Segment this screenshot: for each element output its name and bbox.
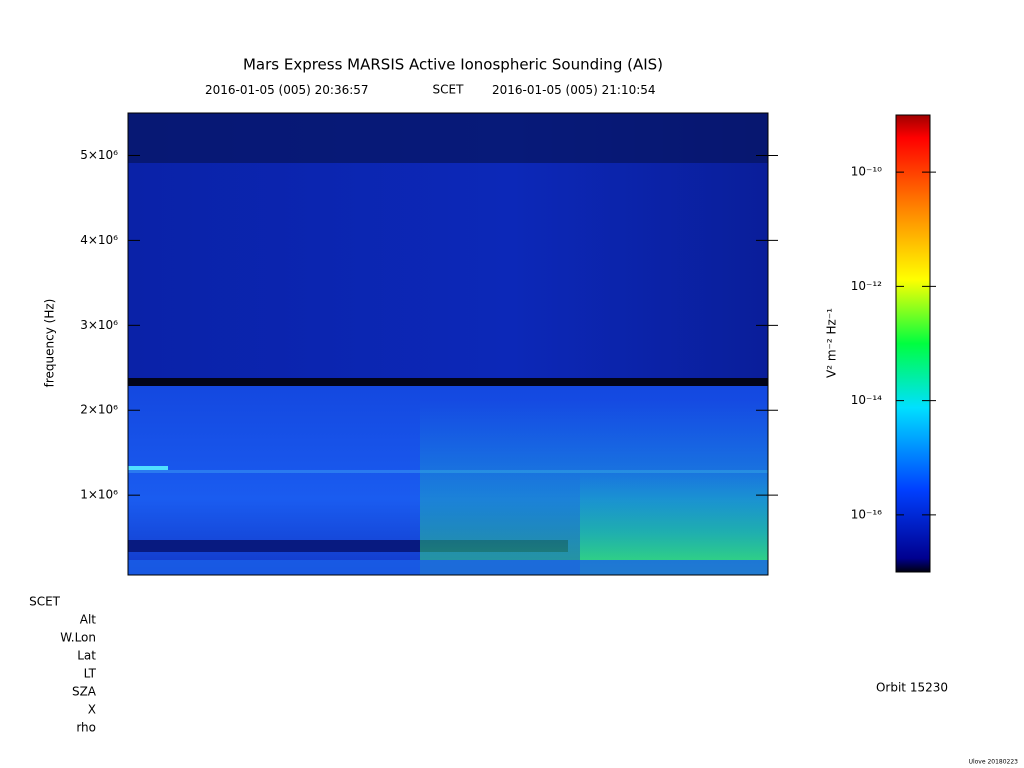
colorbar-tick-label: 10⁻¹²: [851, 279, 882, 293]
row-label: SCET: [29, 595, 61, 609]
start-date: 2016-01-05 (005): [205, 83, 311, 97]
y-tick-label: 3×10⁶: [80, 318, 118, 332]
end-clock: 21:10:54: [602, 83, 656, 97]
bottom-band: [128, 560, 768, 575]
colorbar: [895, 114, 931, 573]
row-label: X: [88, 703, 96, 717]
chart-title: Mars Express MARSIS Active Ionospheric S…: [243, 56, 663, 74]
y-tick-label: 2×10⁶: [80, 403, 118, 417]
end-time: 2016-01-05 (005) 21:10:54: [492, 83, 656, 97]
top-dark: [128, 113, 768, 163]
credit: Ulove 20180223: [969, 759, 1019, 766]
y-tick-label: 5×10⁶: [80, 148, 118, 162]
plot-frame: [127, 112, 769, 576]
start-clock: 20:36:57: [315, 83, 369, 97]
spectrogram: [128, 113, 768, 575]
bright-line: [128, 466, 168, 471]
time-system: SCET: [433, 83, 465, 97]
colorbar-tick-label: 10⁻¹⁰: [851, 165, 882, 179]
row-label: rho: [76, 721, 96, 735]
plot-border: [127, 112, 769, 576]
emission: [580, 470, 768, 575]
end-date: 2016-01-05 (005): [492, 83, 598, 97]
row-label: SZA: [72, 685, 97, 699]
row-label: Alt: [80, 613, 97, 627]
colorbar-tick-label: 10⁻¹⁴: [851, 393, 882, 407]
orbit: Orbit 15230: [876, 681, 948, 695]
row-label: LT: [84, 667, 97, 681]
start-time: 2016-01-05 (005) 20:36:57: [205, 83, 369, 97]
y-tick-label: 4×10⁶: [80, 233, 118, 247]
dark-line: [128, 378, 768, 386]
row-label: Lat: [77, 649, 96, 663]
colorbar-label: V² m⁻² Hz⁻¹: [825, 308, 839, 378]
y-axis-label: frequency (Hz): [43, 299, 57, 388]
y-tick-label: 1×10⁶: [80, 488, 118, 502]
row-label: W.Lon: [60, 631, 96, 645]
colorbar-tick-label: 10⁻¹⁶: [851, 507, 882, 521]
